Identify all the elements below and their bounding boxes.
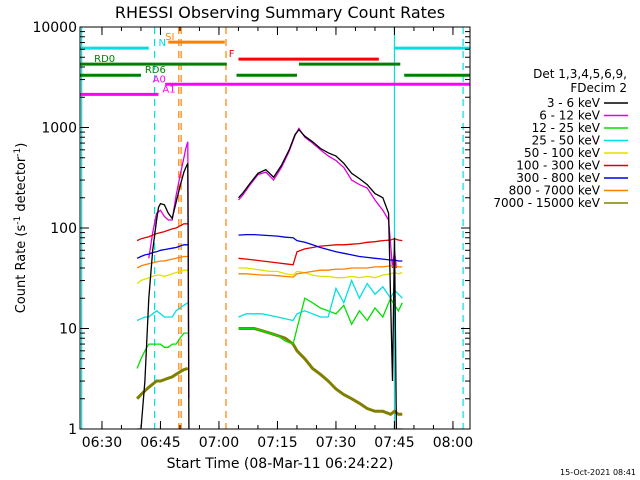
series-line (238, 238, 403, 266)
flag-label: SI (165, 32, 174, 43)
flag-label: RD6 (145, 65, 166, 76)
series-line (238, 128, 403, 429)
legend-entry-label: 100 - 300 keV (516, 159, 600, 173)
legend-entry-label: 50 - 100 keV (524, 146, 601, 160)
x-tick-label: 08:00 (433, 435, 473, 451)
generation-timestamp: 15-Oct-2021 08:41 (560, 468, 636, 477)
legend-entry-label: 25 - 50 keV (532, 134, 601, 148)
legend-entry-label: 12 - 25 keV (532, 121, 601, 135)
legend-entry-label: 7000 - 15000 keV (493, 196, 600, 210)
chart-title: RHESSI Observing Summary Count Rates (115, 3, 445, 22)
y-tick-label: 10000 (32, 20, 77, 36)
series-line (136, 255, 188, 269)
series-line (148, 141, 190, 399)
legend-title-line: FDecim 2 (570, 81, 627, 95)
series-line (136, 332, 188, 369)
series-line (136, 269, 188, 285)
flag-label: F (229, 49, 235, 60)
series-line (238, 267, 403, 279)
y-tick-label: 100 (50, 221, 77, 237)
flag-label: RD0 (94, 54, 115, 65)
x-tick-label: 07:30 (316, 435, 356, 451)
y-axis-label-sup: -1 (13, 148, 23, 157)
series-line (238, 265, 403, 278)
legend-entry-label: 6 - 12 keV (539, 109, 601, 123)
legend-entry-label: 800 - 7000 keV (509, 184, 601, 198)
legend-title-line: Det 1,3,4,5,6,9, (533, 67, 627, 81)
y-axis-label: Count Rate (s-1 detector-1) (13, 143, 29, 314)
y-tick-label: 10 (59, 322, 77, 338)
x-tick-label: 06:45 (140, 435, 180, 451)
y-tick-label: 1000 (41, 121, 77, 137)
series-line (136, 367, 189, 400)
legend-entry-label: 300 - 800 keV (516, 171, 600, 185)
y-axis-label-part: ) (14, 143, 29, 148)
series-line (136, 244, 188, 259)
x-tick-label: 07:15 (257, 435, 297, 451)
flag-label: A0 (153, 74, 166, 85)
y-axis-label-part: detector (14, 156, 29, 216)
x-tick-label: 07:00 (199, 435, 239, 451)
series-line (136, 302, 189, 322)
series-line (238, 233, 403, 262)
flag-label: A1 (162, 84, 175, 95)
x-axis-label: Start Time (08-Mar-11 06:24:22) (167, 456, 394, 472)
y-axis: 1 10 100 1000 10000 (32, 20, 470, 438)
legend-entry-label: 3 - 6 keV (547, 96, 601, 110)
x-tick-label: 07:45 (374, 435, 414, 451)
series-line (238, 127, 398, 269)
y-axis-label-part: Count Rate (s (14, 225, 29, 314)
y-tick-label: 1 (68, 422, 77, 438)
series-line (238, 278, 403, 322)
x-tick-label: 06:30 (82, 435, 122, 451)
series-line (136, 223, 188, 242)
y-axis-label-sup: -1 (13, 216, 23, 225)
flag-label: N (159, 38, 166, 49)
series-group (136, 127, 403, 429)
x-axis: 06:30 06:45 07:00 07:15 07:30 07:45 08:00 (82, 27, 473, 451)
series-line (238, 296, 403, 345)
series-line (137, 163, 190, 429)
